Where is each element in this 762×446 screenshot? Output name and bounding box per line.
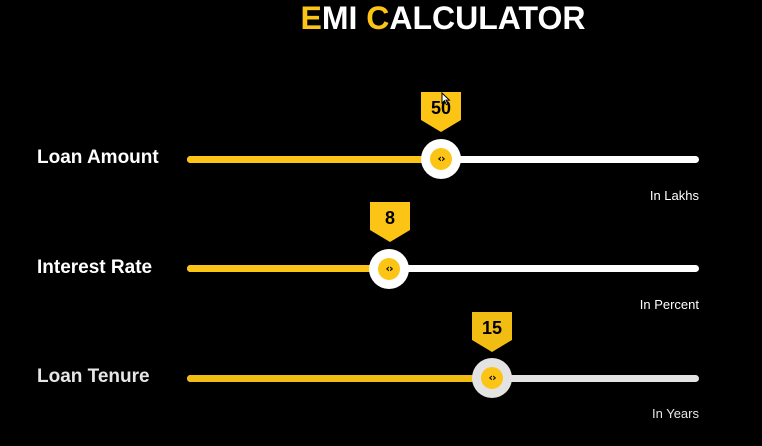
interest-rate-label: Interest Rate [37, 257, 153, 278]
page-title: EMI CALCULATOR [0, 0, 762, 36]
title-letter-e: E [300, 0, 322, 36]
loan-amount-slider-thumb[interactable]: ‹› [421, 139, 461, 179]
loan-tenure-label: Loan Tenure [37, 366, 150, 387]
loan-tenure-value-bubble: 15 [472, 312, 512, 352]
interest-rate-value-bubble: 8 [370, 202, 410, 242]
interest-rate-slider-thumb[interactable]: ‹› [369, 249, 409, 289]
chevrons-left-right-icon: ‹› [378, 258, 400, 280]
mouse-pointer-icon [441, 91, 451, 111]
loan-tenure-slider-track[interactable] [187, 375, 699, 382]
loan-tenure-value: 15 [481, 318, 503, 338]
interest-rate-slider-track[interactable] [187, 265, 699, 272]
interest-rate-slider-fill [187, 265, 390, 272]
loan-tenure-row: Loan Tenure 15 ‹› In Years [0, 312, 762, 422]
chevrons-left-right-icon: ‹› [481, 367, 503, 389]
interest-rate-value: 8 [384, 208, 395, 228]
loan-tenure-unit: In Years [652, 406, 699, 421]
title-letter-c: C [366, 0, 390, 36]
loan-tenure-slider-fill [187, 375, 492, 382]
title-text-mi: MI [321, 0, 367, 36]
title-text-alculator: ALCULATOR [389, 0, 586, 36]
interest-rate-unit: In Percent [639, 297, 699, 312]
loan-tenure-slider-thumb[interactable]: ‹› [472, 358, 512, 398]
chevrons-left-right-icon: ‹› [430, 148, 452, 170]
loan-amount-row: Loan Amount 50 ‹› In Lakhs [0, 92, 762, 203]
loan-amount-slider-fill [187, 156, 441, 163]
loan-amount-label: Loan Amount [37, 147, 159, 168]
loan-amount-unit: In Lakhs [649, 188, 699, 203]
interest-rate-row: Interest Rate 8 ‹› In Percent [0, 202, 762, 312]
